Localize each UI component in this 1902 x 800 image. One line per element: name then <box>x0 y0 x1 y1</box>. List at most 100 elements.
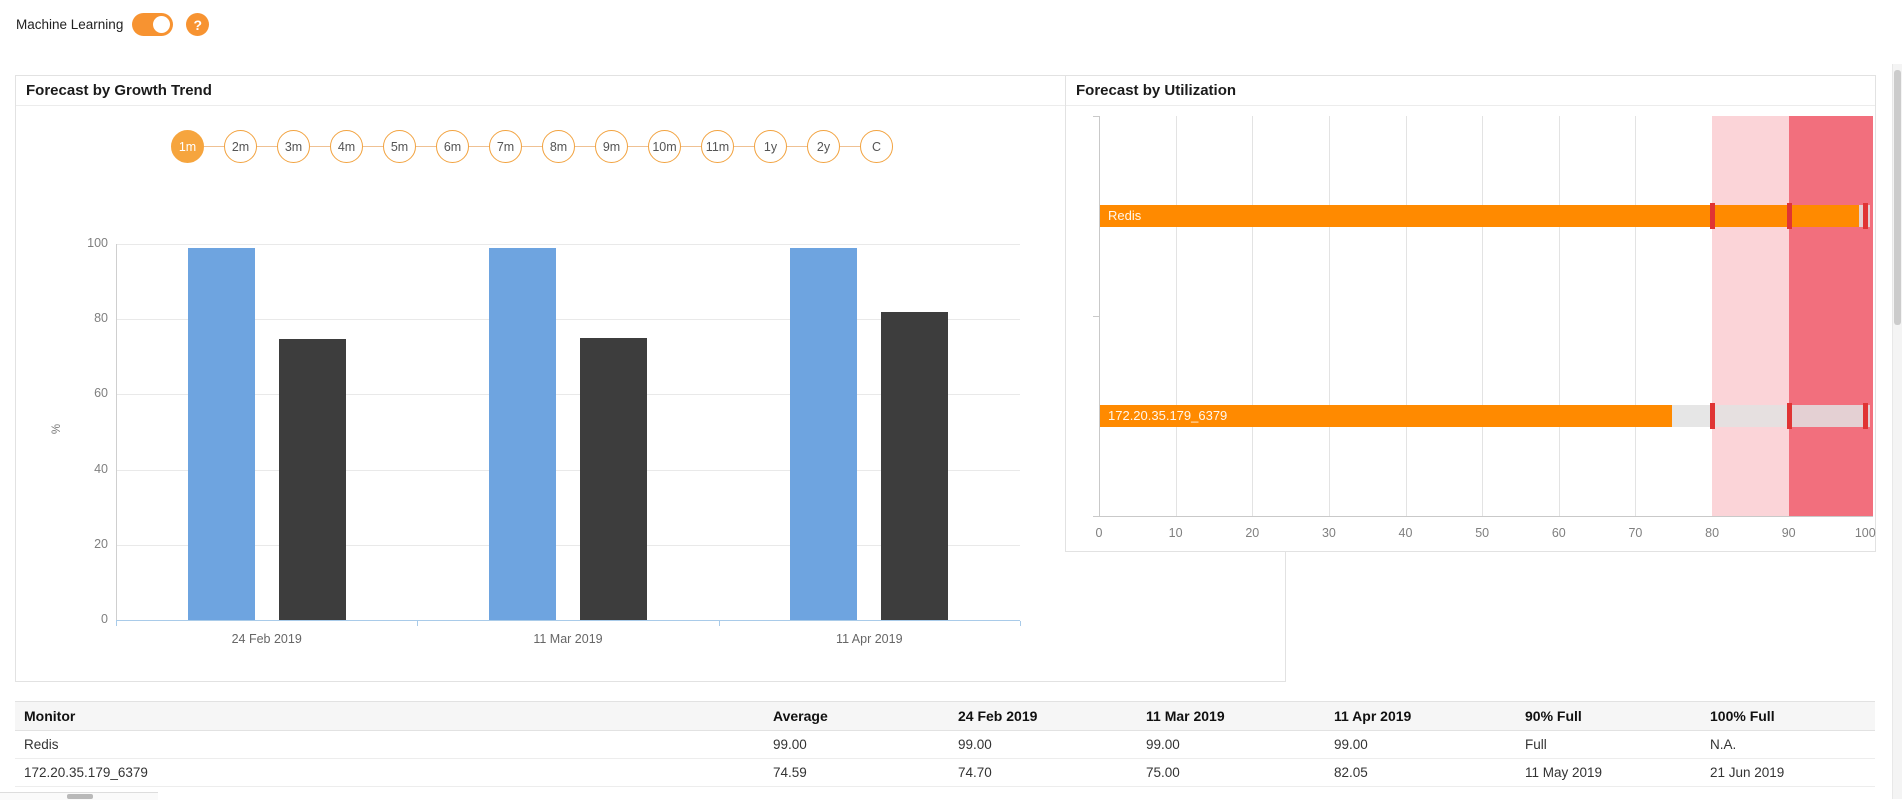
column-header: 100% Full <box>1710 708 1775 724</box>
range-button-3m[interactable]: 3m <box>277 130 310 163</box>
x-tick-label: 30 <box>1321 526 1336 540</box>
value-cell: 74.70 <box>958 765 992 780</box>
range-button-2y[interactable]: 2y <box>807 130 840 163</box>
value-cell: 75.00 <box>1146 765 1180 780</box>
range-button-2m[interactable]: 2m <box>224 130 257 163</box>
y-tick-label: 60 <box>94 386 108 401</box>
range-button-8m[interactable]: 8m <box>542 130 575 163</box>
x-tick-label: 90 <box>1781 526 1796 540</box>
x-tick-label: 40 <box>1398 526 1413 540</box>
x-tick-label: 60 <box>1551 526 1566 540</box>
help-icon[interactable]: ? <box>186 13 210 36</box>
x-tick-label: 80 <box>1705 526 1720 540</box>
range-connector-line <box>187 146 890 147</box>
x-axis <box>116 620 1020 621</box>
threshold-marker <box>1786 403 1792 429</box>
column-header: 24 Feb 2019 <box>958 708 1038 724</box>
machine-learning-toggle[interactable] <box>132 13 174 36</box>
v-gridline <box>1405 116 1407 516</box>
x-tick-label: 10 <box>1168 526 1183 540</box>
range-button-11m[interactable]: 11m <box>701 130 734 163</box>
h-gridline <box>116 544 1020 546</box>
bar-172.20.35.179_6379: 172.20.35.179_6379 <box>1100 405 1672 427</box>
y-tick-label: 40 <box>94 461 108 476</box>
y-tick-label: 80 <box>94 311 108 326</box>
utilization-title: Forecast by Utilization <box>1066 76 1875 106</box>
y-axis <box>116 244 117 620</box>
range-button-10m[interactable]: 10m <box>648 130 681 163</box>
x-tick-label: 70 <box>1628 526 1643 540</box>
value-cell: 99.00 <box>1146 737 1180 752</box>
y-axis-tick <box>1093 316 1099 317</box>
y-tick-label: 20 <box>94 536 108 551</box>
h-gridline <box>116 394 1020 396</box>
range-button-4m[interactable]: 4m <box>330 130 363 163</box>
x-tick-label: 20 <box>1245 526 1260 540</box>
utilization-panel: Forecast by Utilization 0 10 20 30 40 50 60 70 8… <box>1065 75 1876 552</box>
threshold-marker <box>1863 403 1869 429</box>
threshold-zone <box>1788 116 1873 516</box>
horizontal-scrollbar-stub[interactable] <box>0 792 158 800</box>
range-button-1m[interactable]: 1m <box>171 130 204 163</box>
h-gridline <box>116 319 1020 321</box>
bar-Redis: Redis <box>1100 205 1859 227</box>
toggle-knob-icon <box>153 16 171 33</box>
monitor-name-cell: Redis <box>24 737 59 752</box>
range-button-1y[interactable]: 1y <box>754 130 787 163</box>
column-Redis <box>790 247 858 620</box>
column-header: Average <box>773 708 828 724</box>
bar-label: 172.20.35.179_6379 <box>1108 408 1228 423</box>
column-header: 11 Mar 2019 <box>1146 708 1225 724</box>
v-gridline <box>1558 116 1560 516</box>
threshold-marker <box>1710 403 1716 429</box>
range-button-C[interactable]: C <box>860 130 893 163</box>
vertical-scrollbar[interactable] <box>1892 64 1902 799</box>
x-tick-label: 0 <box>1095 526 1103 540</box>
y-axis-tick <box>1093 116 1099 117</box>
bar-label: Redis <box>1108 208 1142 223</box>
v-gridline <box>1175 116 1177 516</box>
column-header: 90% Full <box>1525 708 1582 724</box>
y-axis <box>1099 116 1100 516</box>
y-tick-label: 100 <box>87 236 108 250</box>
y-axis-tick <box>1093 516 1099 517</box>
column-172.20.35.179_6379 <box>580 338 647 620</box>
v-gridline <box>1328 116 1330 516</box>
vertical-scrollbar-thumb[interactable] <box>1894 70 1901 325</box>
column-header: Monitor <box>24 708 76 724</box>
table-row: Redis 99.00 99.00 99.00 99.00 Full N.A. <box>15 731 1875 759</box>
v-gridline <box>1252 116 1254 516</box>
horizontal-scrollbar-thumb[interactable] <box>67 794 93 799</box>
value-cell: 99.00 <box>1334 737 1368 752</box>
x-tick-label: 100 <box>1854 526 1876 540</box>
threshold-zone <box>1712 116 1789 516</box>
x-category-label: 11 Mar 2019 <box>533 632 603 646</box>
column-header: 11 Apr 2019 <box>1334 708 1412 724</box>
h-gridline <box>116 469 1020 471</box>
column-Redis <box>489 247 556 620</box>
machine-learning-label: Machine Learning <box>16 17 124 32</box>
value-cell: 21 Jun 2019 <box>1710 765 1785 780</box>
value-cell: 99.00 <box>958 737 992 752</box>
x-axis-tick <box>1020 621 1021 626</box>
topbar: Machine Learning ? <box>16 13 210 36</box>
x-axis-tick <box>718 621 720 626</box>
v-gridline <box>1482 116 1484 516</box>
h-gridline <box>116 244 1020 245</box>
table-header-row: Monitor Average 24 Feb 2019 11 Mar 2019 11 A… <box>15 701 1875 731</box>
range-button-6m[interactable]: 6m <box>436 130 469 163</box>
threshold-marker <box>1786 203 1792 229</box>
x-axis <box>1099 516 1873 517</box>
range-selector: 1m 2m 3m 4m 5m 6m 7m 8m 9m 10m 11m 1y 2y C <box>171 130 893 163</box>
forecast-table: Monitor Average 24 Feb 2019 11 Mar 2019 11 A… <box>15 701 1875 787</box>
range-button-5m[interactable]: 5m <box>383 130 416 163</box>
table-row: 172.20.35.179_6379 74.59 74.70 75.00 82.05 11… <box>15 759 1875 787</box>
growth-trend-title: Forecast by Growth Trend <box>16 76 1285 106</box>
range-button-7m[interactable]: 7m <box>489 130 522 163</box>
column-172.20.35.179_6379 <box>278 339 346 620</box>
value-cell: N.A. <box>1710 737 1737 752</box>
y-tick-label: 0 <box>101 612 108 626</box>
column-172.20.35.179_6379 <box>881 311 949 620</box>
range-button-9m[interactable]: 9m <box>595 130 628 163</box>
bar-track <box>1670 405 1871 427</box>
